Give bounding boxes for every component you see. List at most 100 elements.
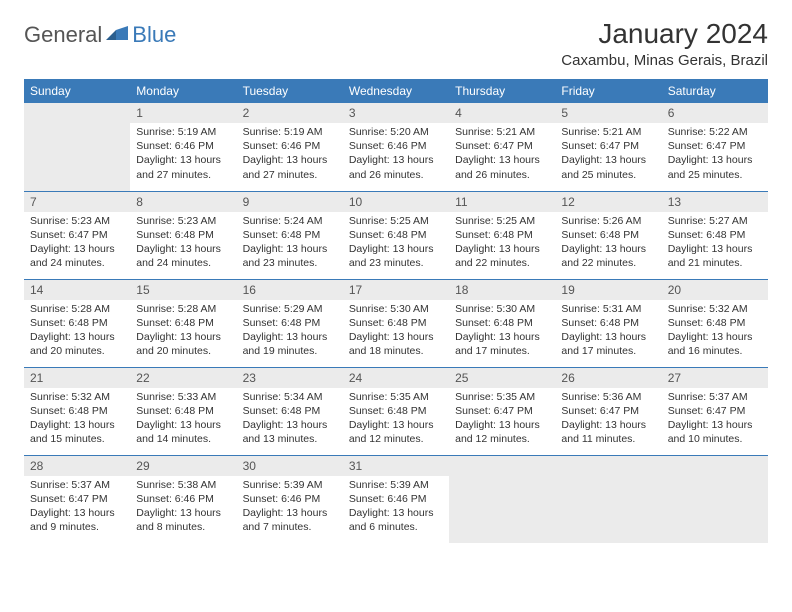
day-number: 14 xyxy=(24,280,130,300)
day-content: Sunrise: 5:32 AMSunset: 6:48 PMDaylight:… xyxy=(662,300,768,363)
day-cell: 26Sunrise: 5:36 AMSunset: 6:47 PMDayligh… xyxy=(555,367,661,455)
calendar-table: SundayMondayTuesdayWednesdayThursdayFrid… xyxy=(24,79,768,543)
day-number: 13 xyxy=(662,192,768,212)
day-cell: 17Sunrise: 5:30 AMSunset: 6:48 PMDayligh… xyxy=(343,279,449,367)
day-content: Sunrise: 5:19 AMSunset: 6:46 PMDaylight:… xyxy=(130,123,236,186)
day-cell: 16Sunrise: 5:29 AMSunset: 6:48 PMDayligh… xyxy=(237,279,343,367)
day-content: Sunrise: 5:28 AMSunset: 6:48 PMDaylight:… xyxy=(24,300,130,363)
day-content: Sunrise: 5:32 AMSunset: 6:48 PMDaylight:… xyxy=(24,388,130,451)
day-cell: 15Sunrise: 5:28 AMSunset: 6:48 PMDayligh… xyxy=(130,279,236,367)
day-cell: 20Sunrise: 5:32 AMSunset: 6:48 PMDayligh… xyxy=(662,279,768,367)
day-cell: 19Sunrise: 5:31 AMSunset: 6:48 PMDayligh… xyxy=(555,279,661,367)
day-cell: 23Sunrise: 5:34 AMSunset: 6:48 PMDayligh… xyxy=(237,367,343,455)
day-number: 15 xyxy=(130,280,236,300)
weekday-header: Sunday xyxy=(24,79,130,103)
day-content: Sunrise: 5:29 AMSunset: 6:48 PMDaylight:… xyxy=(237,300,343,363)
day-number: 26 xyxy=(555,368,661,388)
weekday-header: Tuesday xyxy=(237,79,343,103)
day-cell: 24Sunrise: 5:35 AMSunset: 6:48 PMDayligh… xyxy=(343,367,449,455)
day-content: Sunrise: 5:21 AMSunset: 6:47 PMDaylight:… xyxy=(449,123,555,186)
day-cell: 13Sunrise: 5:27 AMSunset: 6:48 PMDayligh… xyxy=(662,191,768,279)
day-number: 22 xyxy=(130,368,236,388)
day-number: 20 xyxy=(662,280,768,300)
day-cell: 10Sunrise: 5:25 AMSunset: 6:48 PMDayligh… xyxy=(343,191,449,279)
day-content: Sunrise: 5:38 AMSunset: 6:46 PMDaylight:… xyxy=(130,476,236,539)
empty-day-cell xyxy=(662,455,768,543)
weekday-header-row: SundayMondayTuesdayWednesdayThursdayFrid… xyxy=(24,79,768,103)
day-cell: 4Sunrise: 5:21 AMSunset: 6:47 PMDaylight… xyxy=(449,103,555,191)
day-number: 11 xyxy=(449,192,555,212)
day-cell: 22Sunrise: 5:33 AMSunset: 6:48 PMDayligh… xyxy=(130,367,236,455)
day-content: Sunrise: 5:31 AMSunset: 6:48 PMDaylight:… xyxy=(555,300,661,363)
day-number: 1 xyxy=(130,103,236,123)
day-cell: 9Sunrise: 5:24 AMSunset: 6:48 PMDaylight… xyxy=(237,191,343,279)
day-content: Sunrise: 5:39 AMSunset: 6:46 PMDaylight:… xyxy=(343,476,449,539)
day-cell: 25Sunrise: 5:35 AMSunset: 6:47 PMDayligh… xyxy=(449,367,555,455)
calendar-week-row: 21Sunrise: 5:32 AMSunset: 6:48 PMDayligh… xyxy=(24,367,768,455)
title-block: January 2024 Caxambu, Minas Gerais, Braz… xyxy=(561,18,768,69)
day-content: Sunrise: 5:19 AMSunset: 6:46 PMDaylight:… xyxy=(237,123,343,186)
day-cell: 1Sunrise: 5:19 AMSunset: 6:46 PMDaylight… xyxy=(130,103,236,191)
calendar-week-row: 7Sunrise: 5:23 AMSunset: 6:47 PMDaylight… xyxy=(24,191,768,279)
day-number: 12 xyxy=(555,192,661,212)
day-cell: 18Sunrise: 5:30 AMSunset: 6:48 PMDayligh… xyxy=(449,279,555,367)
day-number: 30 xyxy=(237,456,343,476)
day-cell: 28Sunrise: 5:37 AMSunset: 6:47 PMDayligh… xyxy=(24,455,130,543)
calendar-body: 1Sunrise: 5:19 AMSunset: 6:46 PMDaylight… xyxy=(24,103,768,543)
day-content: Sunrise: 5:26 AMSunset: 6:48 PMDaylight:… xyxy=(555,212,661,275)
day-cell: 27Sunrise: 5:37 AMSunset: 6:47 PMDayligh… xyxy=(662,367,768,455)
calendar-week-row: 28Sunrise: 5:37 AMSunset: 6:47 PMDayligh… xyxy=(24,455,768,543)
day-content: Sunrise: 5:28 AMSunset: 6:48 PMDaylight:… xyxy=(130,300,236,363)
day-cell: 11Sunrise: 5:25 AMSunset: 6:48 PMDayligh… xyxy=(449,191,555,279)
day-cell: 12Sunrise: 5:26 AMSunset: 6:48 PMDayligh… xyxy=(555,191,661,279)
day-number: 2 xyxy=(237,103,343,123)
day-number: 24 xyxy=(343,368,449,388)
weekday-header: Thursday xyxy=(449,79,555,103)
day-cell: 6Sunrise: 5:22 AMSunset: 6:47 PMDaylight… xyxy=(662,103,768,191)
day-number: 23 xyxy=(237,368,343,388)
location-label: Caxambu, Minas Gerais, Brazil xyxy=(561,52,768,69)
day-content: Sunrise: 5:22 AMSunset: 6:47 PMDaylight:… xyxy=(662,123,768,186)
day-content: Sunrise: 5:37 AMSunset: 6:47 PMDaylight:… xyxy=(24,476,130,539)
empty-day-cell xyxy=(24,103,130,191)
calendar-week-row: 1Sunrise: 5:19 AMSunset: 6:46 PMDaylight… xyxy=(24,103,768,191)
day-number: 10 xyxy=(343,192,449,212)
weekday-header: Friday xyxy=(555,79,661,103)
day-number: 19 xyxy=(555,280,661,300)
day-number: 8 xyxy=(130,192,236,212)
day-number: 28 xyxy=(24,456,130,476)
day-number: 9 xyxy=(237,192,343,212)
weekday-header: Saturday xyxy=(662,79,768,103)
weekday-header: Monday xyxy=(130,79,236,103)
day-number: 6 xyxy=(662,103,768,123)
calendar-week-row: 14Sunrise: 5:28 AMSunset: 6:48 PMDayligh… xyxy=(24,279,768,367)
logo-shape-icon xyxy=(106,26,130,44)
day-content: Sunrise: 5:27 AMSunset: 6:48 PMDaylight:… xyxy=(662,212,768,275)
page-header: General Blue January 2024 Caxambu, Minas… xyxy=(24,18,768,69)
day-number: 27 xyxy=(662,368,768,388)
day-cell: 8Sunrise: 5:23 AMSunset: 6:48 PMDaylight… xyxy=(130,191,236,279)
day-content: Sunrise: 5:30 AMSunset: 6:48 PMDaylight:… xyxy=(449,300,555,363)
empty-day-cell xyxy=(449,455,555,543)
day-content: Sunrise: 5:24 AMSunset: 6:48 PMDaylight:… xyxy=(237,212,343,275)
day-content: Sunrise: 5:35 AMSunset: 6:47 PMDaylight:… xyxy=(449,388,555,451)
day-content: Sunrise: 5:35 AMSunset: 6:48 PMDaylight:… xyxy=(343,388,449,451)
day-cell: 5Sunrise: 5:21 AMSunset: 6:47 PMDaylight… xyxy=(555,103,661,191)
day-content: Sunrise: 5:25 AMSunset: 6:48 PMDaylight:… xyxy=(343,212,449,275)
day-content: Sunrise: 5:30 AMSunset: 6:48 PMDaylight:… xyxy=(343,300,449,363)
day-number: 16 xyxy=(237,280,343,300)
day-content: Sunrise: 5:21 AMSunset: 6:47 PMDaylight:… xyxy=(555,123,661,186)
day-number: 25 xyxy=(449,368,555,388)
day-content: Sunrise: 5:25 AMSunset: 6:48 PMDaylight:… xyxy=(449,212,555,275)
day-content: Sunrise: 5:34 AMSunset: 6:48 PMDaylight:… xyxy=(237,388,343,451)
day-content: Sunrise: 5:36 AMSunset: 6:47 PMDaylight:… xyxy=(555,388,661,451)
day-number: 17 xyxy=(343,280,449,300)
day-number: 21 xyxy=(24,368,130,388)
logo-text-2: Blue xyxy=(132,22,176,48)
day-number: 4 xyxy=(449,103,555,123)
day-content: Sunrise: 5:20 AMSunset: 6:46 PMDaylight:… xyxy=(343,123,449,186)
day-number: 5 xyxy=(555,103,661,123)
day-cell: 2Sunrise: 5:19 AMSunset: 6:46 PMDaylight… xyxy=(237,103,343,191)
day-cell: 30Sunrise: 5:39 AMSunset: 6:46 PMDayligh… xyxy=(237,455,343,543)
day-cell: 3Sunrise: 5:20 AMSunset: 6:46 PMDaylight… xyxy=(343,103,449,191)
